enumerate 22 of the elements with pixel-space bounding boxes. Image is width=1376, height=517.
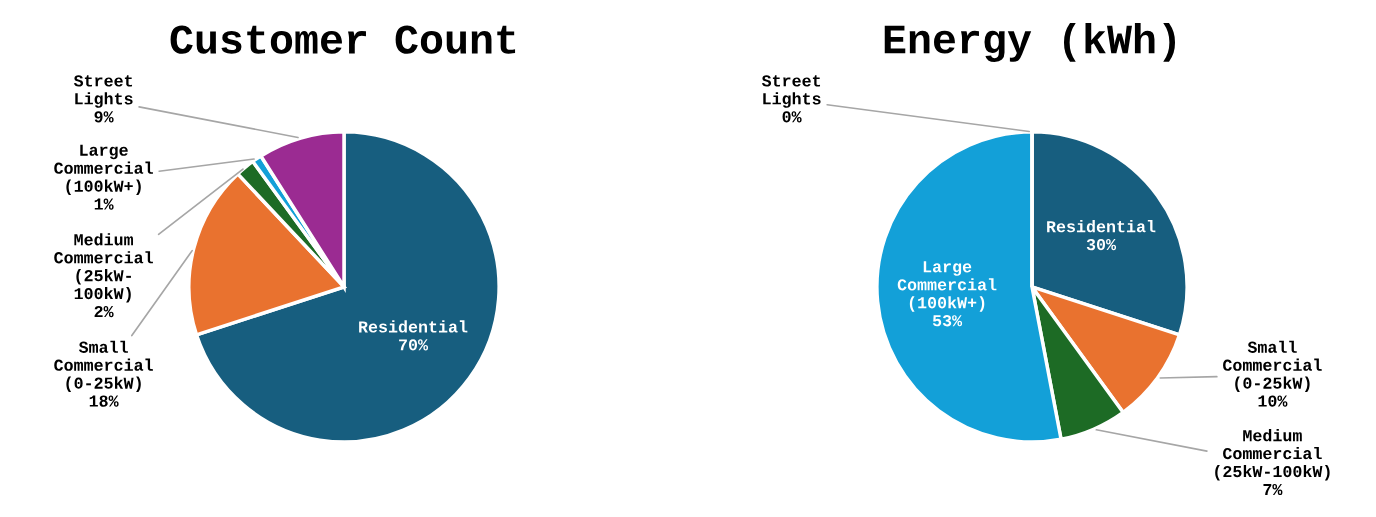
slice-label: Residential (1047, 220, 1156, 233)
data-label: 1% (94, 198, 114, 210)
slice-label: Small Commercial (0-25kW) (54, 340, 153, 393)
text: 0% (782, 111, 802, 123)
category-label: Street Lights (761, 75, 821, 108)
slice-label: Medium Commercial (25kW- 100kW) (54, 233, 153, 303)
data-label: 53% (932, 315, 963, 327)
data-label: 9% (94, 111, 114, 123)
slice-label: Street Lights (73, 75, 133, 108)
slice-label: Small Commercial (0-25kW) (1223, 340, 1322, 393)
data-label: 7% (1263, 483, 1283, 496)
slice-label: Large Commercial (100kW+) (54, 144, 153, 196)
data-label: 10% (1258, 395, 1288, 407)
data-label: 70% (399, 339, 429, 351)
chart-title: Energy (kWh) (884, 23, 1176, 63)
data-label: 18% (89, 395, 119, 407)
slice-label: Large Commercial (100kW+) (897, 261, 997, 312)
data-label: 30% (1086, 238, 1117, 251)
chart-title: Customer Count (170, 25, 516, 54)
data-label: 2% (94, 305, 114, 318)
slice-label: Residential (359, 320, 468, 333)
slice-label: Medium Commercial (25kW-100kW) (1215, 429, 1330, 481)
